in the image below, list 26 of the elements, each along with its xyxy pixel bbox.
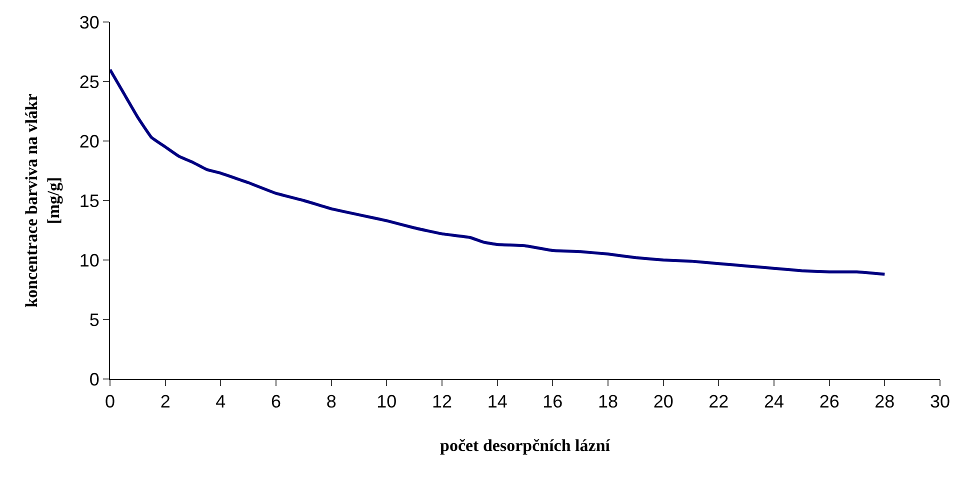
x-tick-label: 28 (874, 392, 895, 412)
y-tick-label: 20 (79, 131, 100, 152)
y-axis-title: koncentrace barviva na vlákr [mg/g] (22, 93, 63, 308)
x-tick-label: 2 (160, 392, 170, 412)
x-tick-label: 12 (432, 392, 452, 412)
x-tick-label: 26 (819, 392, 840, 412)
x-tick-label: 6 (270, 392, 282, 412)
x-tick-label: 18 (598, 392, 618, 412)
x-tick-label: 22 (708, 392, 729, 412)
x-tick-label: 10 (376, 392, 397, 412)
y-tick-label: 5 (89, 310, 100, 330)
x-tick-label: 16 (542, 392, 563, 412)
x-axis-title: počet desorpčních lázní (440, 436, 610, 455)
x-tick-label: 14 (487, 392, 508, 412)
y-tick-label: 15 (79, 190, 100, 211)
line-series (110, 68, 886, 276)
y-tick-label: 10 (79, 250, 100, 270)
x-tick-label: 0 (104, 392, 116, 412)
y-tick-label: 0 (89, 369, 100, 390)
x-tick-label: 20 (653, 392, 674, 412)
y-tick-label: 25 (79, 72, 100, 92)
x-tick-label: 4 (216, 392, 226, 412)
x-tick-label: 8 (326, 392, 336, 412)
y-tick-label: 30 (79, 12, 100, 32)
x-tick-label: 30 (930, 392, 950, 412)
x-tick-label: 24 (764, 392, 784, 412)
